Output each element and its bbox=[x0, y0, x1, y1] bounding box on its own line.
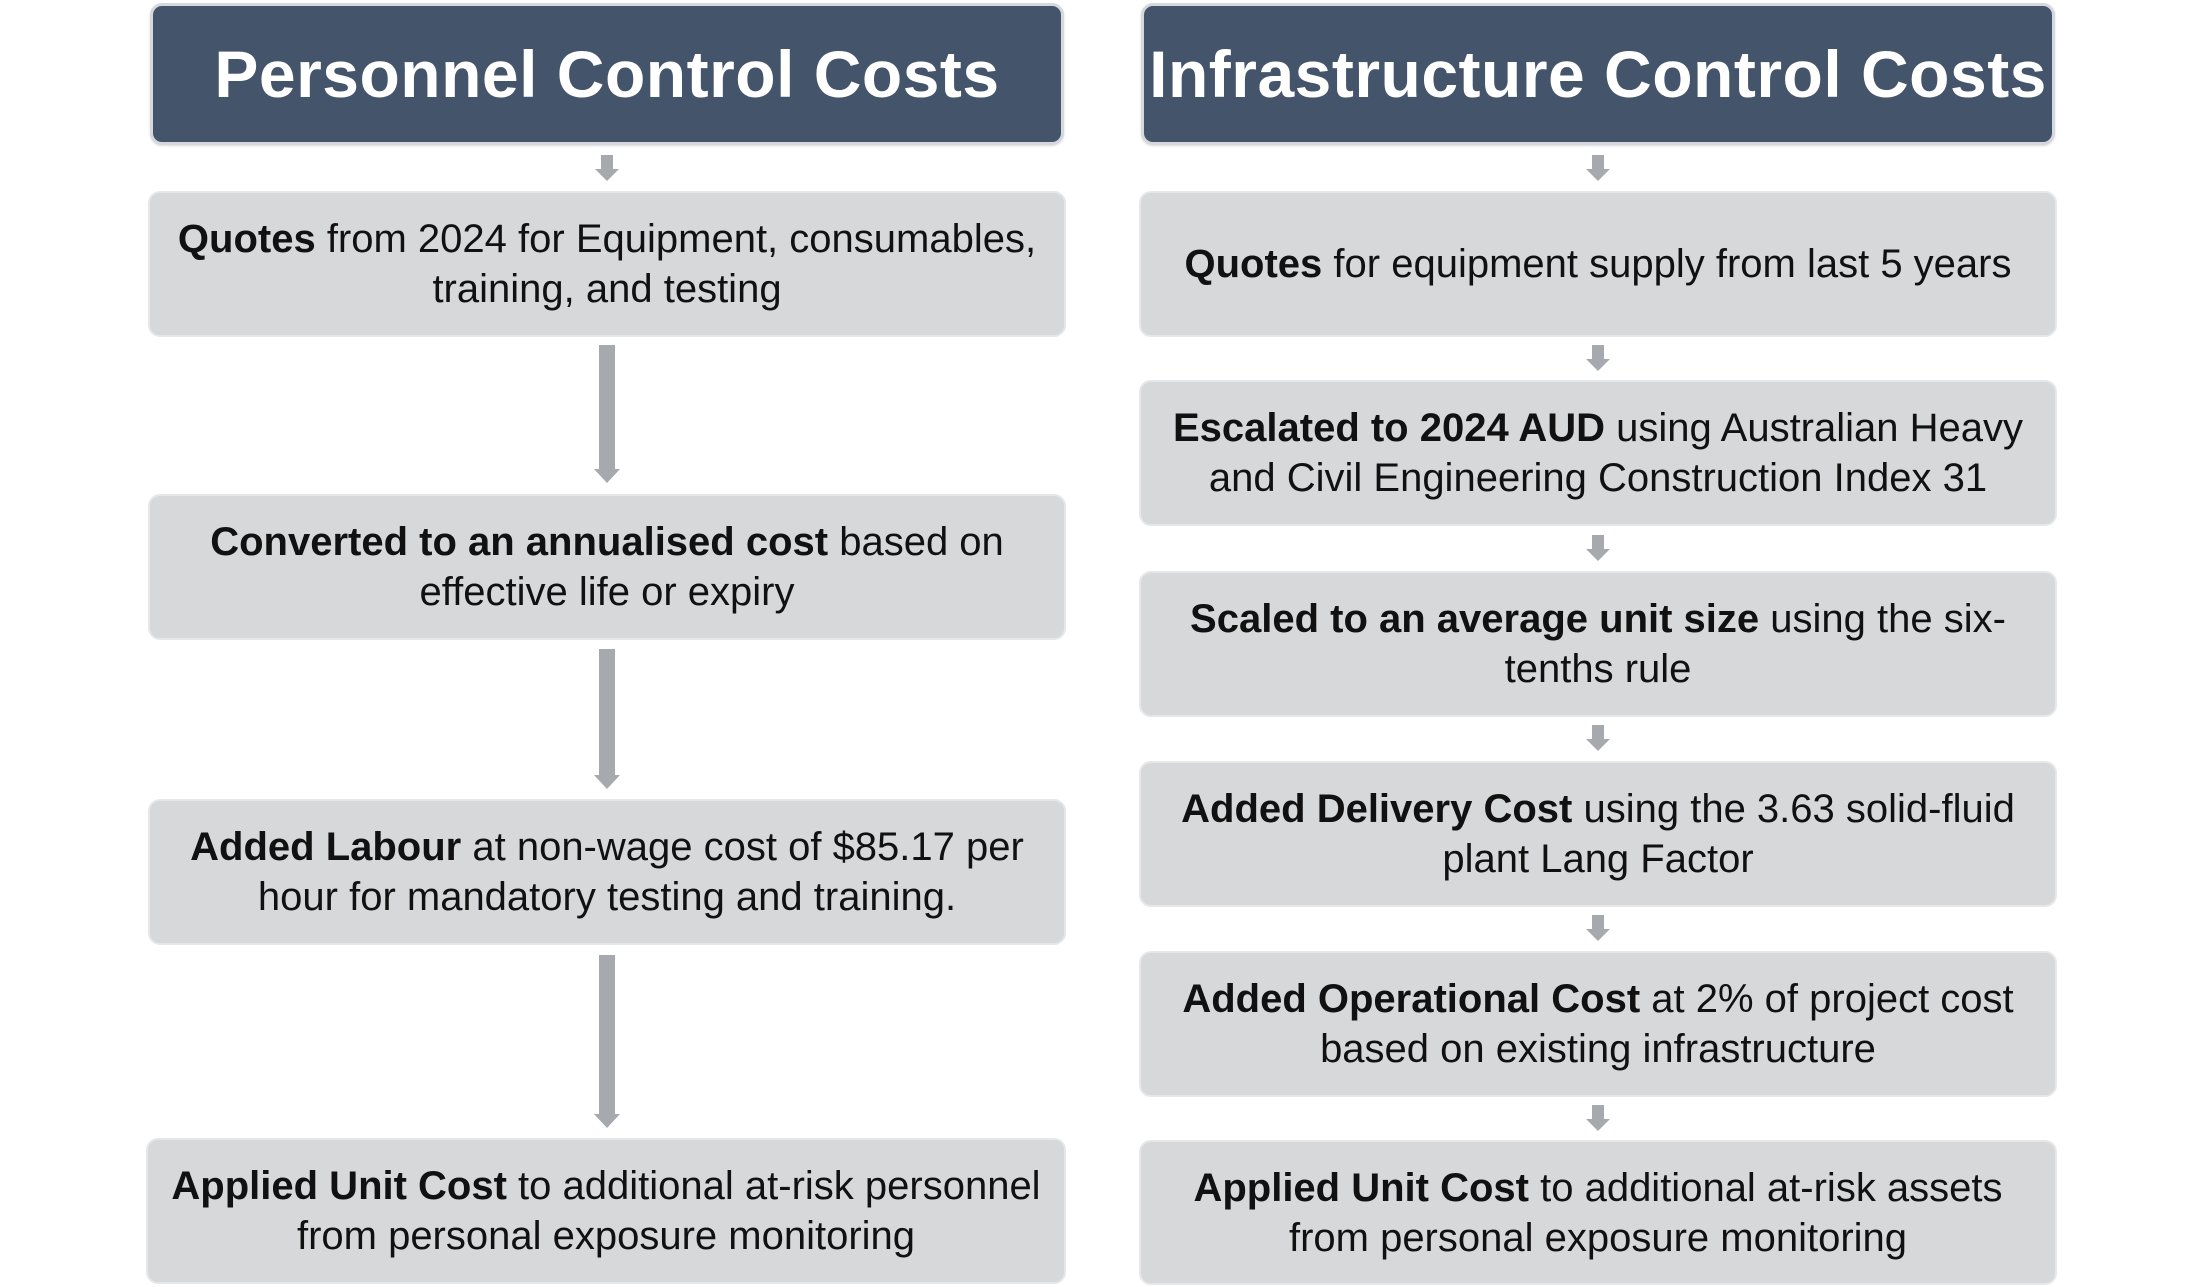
step-bold: Applied Unit Cost bbox=[1193, 1165, 1529, 1210]
step-bold: Quotes bbox=[177, 217, 316, 261]
down-arrow-icon bbox=[1583, 1105, 1613, 1131]
step-bold: Converted to an annualised cost bbox=[210, 520, 829, 564]
step-text: from 2024 for Equipment, consumables, tr… bbox=[315, 217, 1037, 311]
personnel-step-unit-cost: Applied Unit Cost to additional at-risk … bbox=[146, 1138, 1066, 1284]
personnel-step-labour: Added Labour at non-wage cost of $85.17 … bbox=[148, 799, 1066, 945]
step-bold: Applied Unit Cost bbox=[171, 1164, 507, 1208]
down-arrow-icon bbox=[592, 649, 622, 789]
step-text: at 2% of project cost based on existing … bbox=[1320, 977, 2014, 1071]
step-text: using Australian Heavy and Civil Enginee… bbox=[1208, 406, 2024, 500]
step-text: based on effective life or expiry bbox=[419, 520, 1004, 614]
down-arrow-icon bbox=[1583, 725, 1613, 751]
step-bold: Added Delivery Cost bbox=[1181, 787, 1573, 831]
infrastructure-step-operational: Added Operational Cost at 2% of project … bbox=[1139, 951, 2057, 1097]
personnel-step-annualised: Converted to an annualised cost based on… bbox=[148, 494, 1066, 640]
down-arrow-icon bbox=[592, 955, 622, 1128]
infrastructure-step-scaled: Scaled to an average unit size using the… bbox=[1139, 571, 2057, 717]
step-bold: Escalated to 2024 AUD bbox=[1172, 406, 1605, 450]
step-text: at non-wage cost of $85.17 per hour for … bbox=[257, 825, 1024, 919]
down-arrow-icon bbox=[1583, 345, 1613, 371]
down-arrow-icon bbox=[592, 155, 622, 181]
infrastructure-step-unit-cost: Applied Unit Cost to additional at-risk … bbox=[1139, 1140, 2057, 1285]
step-bold: Quotes bbox=[1184, 242, 1323, 286]
infrastructure-step-quotes: Quotes for equipment supply from last 5 … bbox=[1139, 191, 2057, 337]
down-arrow-icon bbox=[1583, 915, 1613, 941]
step-text: to additional at-risk personnel from per… bbox=[296, 1164, 1041, 1258]
step-text: to additional at-risk assets from person… bbox=[1288, 1165, 2003, 1260]
down-arrow-icon bbox=[1583, 155, 1613, 181]
step-text: using the six-tenths rule bbox=[1504, 597, 2006, 691]
infrastructure-header: Infrastructure Control Costs bbox=[1141, 3, 2055, 145]
step-text: using the 3.63 solid-fluid plant Lang Fa… bbox=[1442, 787, 2015, 881]
infrastructure-step-delivery: Added Delivery Cost using the 3.63 solid… bbox=[1139, 761, 2057, 907]
down-arrow-icon bbox=[1583, 535, 1613, 561]
step-bold: Scaled to an average unit size bbox=[1190, 597, 1760, 641]
step-bold: Added Labour bbox=[190, 825, 462, 869]
personnel-step-quotes: Quotes from 2024 for Equipment, consumab… bbox=[148, 191, 1066, 337]
infrastructure-step-escalated: Escalated to 2024 AUD using Australian H… bbox=[1139, 380, 2057, 526]
step-text: for equipment supply from last 5 years bbox=[1322, 242, 2012, 286]
down-arrow-icon bbox=[592, 345, 622, 483]
personnel-header: Personnel Control Costs bbox=[150, 3, 1064, 145]
step-bold: Added Operational Cost bbox=[1182, 977, 1641, 1021]
